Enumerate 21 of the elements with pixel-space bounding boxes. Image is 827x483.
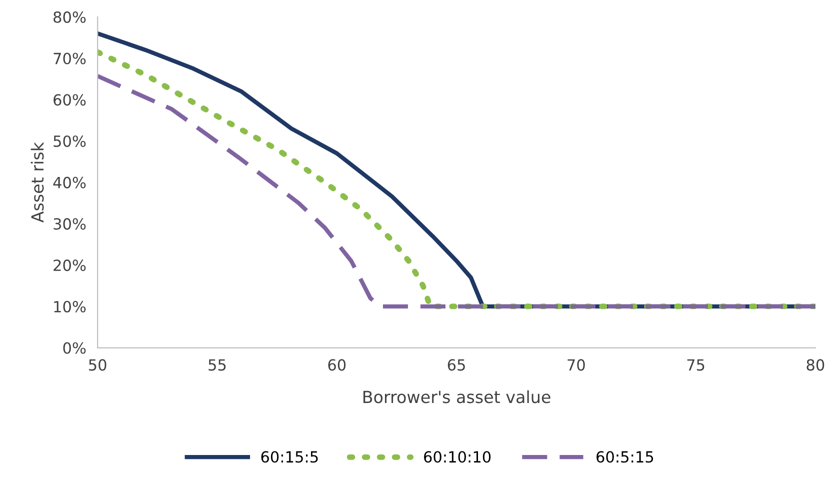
x-tick-label: 65 [448, 359, 465, 371]
y-tick-label: 10% [54, 300, 86, 312]
x-axis-title: Borrower's asset value [363, 390, 550, 404]
y-tick-label: 70% [54, 52, 86, 64]
x-tick-label: 70 [568, 359, 585, 371]
y-tick-label: 40% [53, 176, 86, 188]
y-axis-title: Asset risk [30, 142, 44, 223]
y-tick-label: 60% [54, 94, 86, 106]
y-tick-label: 50% [54, 135, 86, 147]
legend-label: 60:10:10 [424, 451, 491, 463]
x-tick-label: 75 [687, 359, 704, 371]
x-tick-label: 60 [328, 359, 346, 371]
x-tick-label: 55 [208, 359, 226, 371]
y-tick-label: 30% [54, 218, 86, 230]
legend-label: 60:5:15 [596, 451, 654, 463]
x-tick-label: 80 [806, 359, 824, 371]
y-tick-label: 80% [54, 11, 86, 23]
y-tick-label: 0% [63, 342, 86, 354]
y-tick-label: 20% [54, 260, 86, 272]
legend-label: 60:15:5 [261, 451, 318, 463]
x-tick-label: 50 [89, 359, 106, 371]
